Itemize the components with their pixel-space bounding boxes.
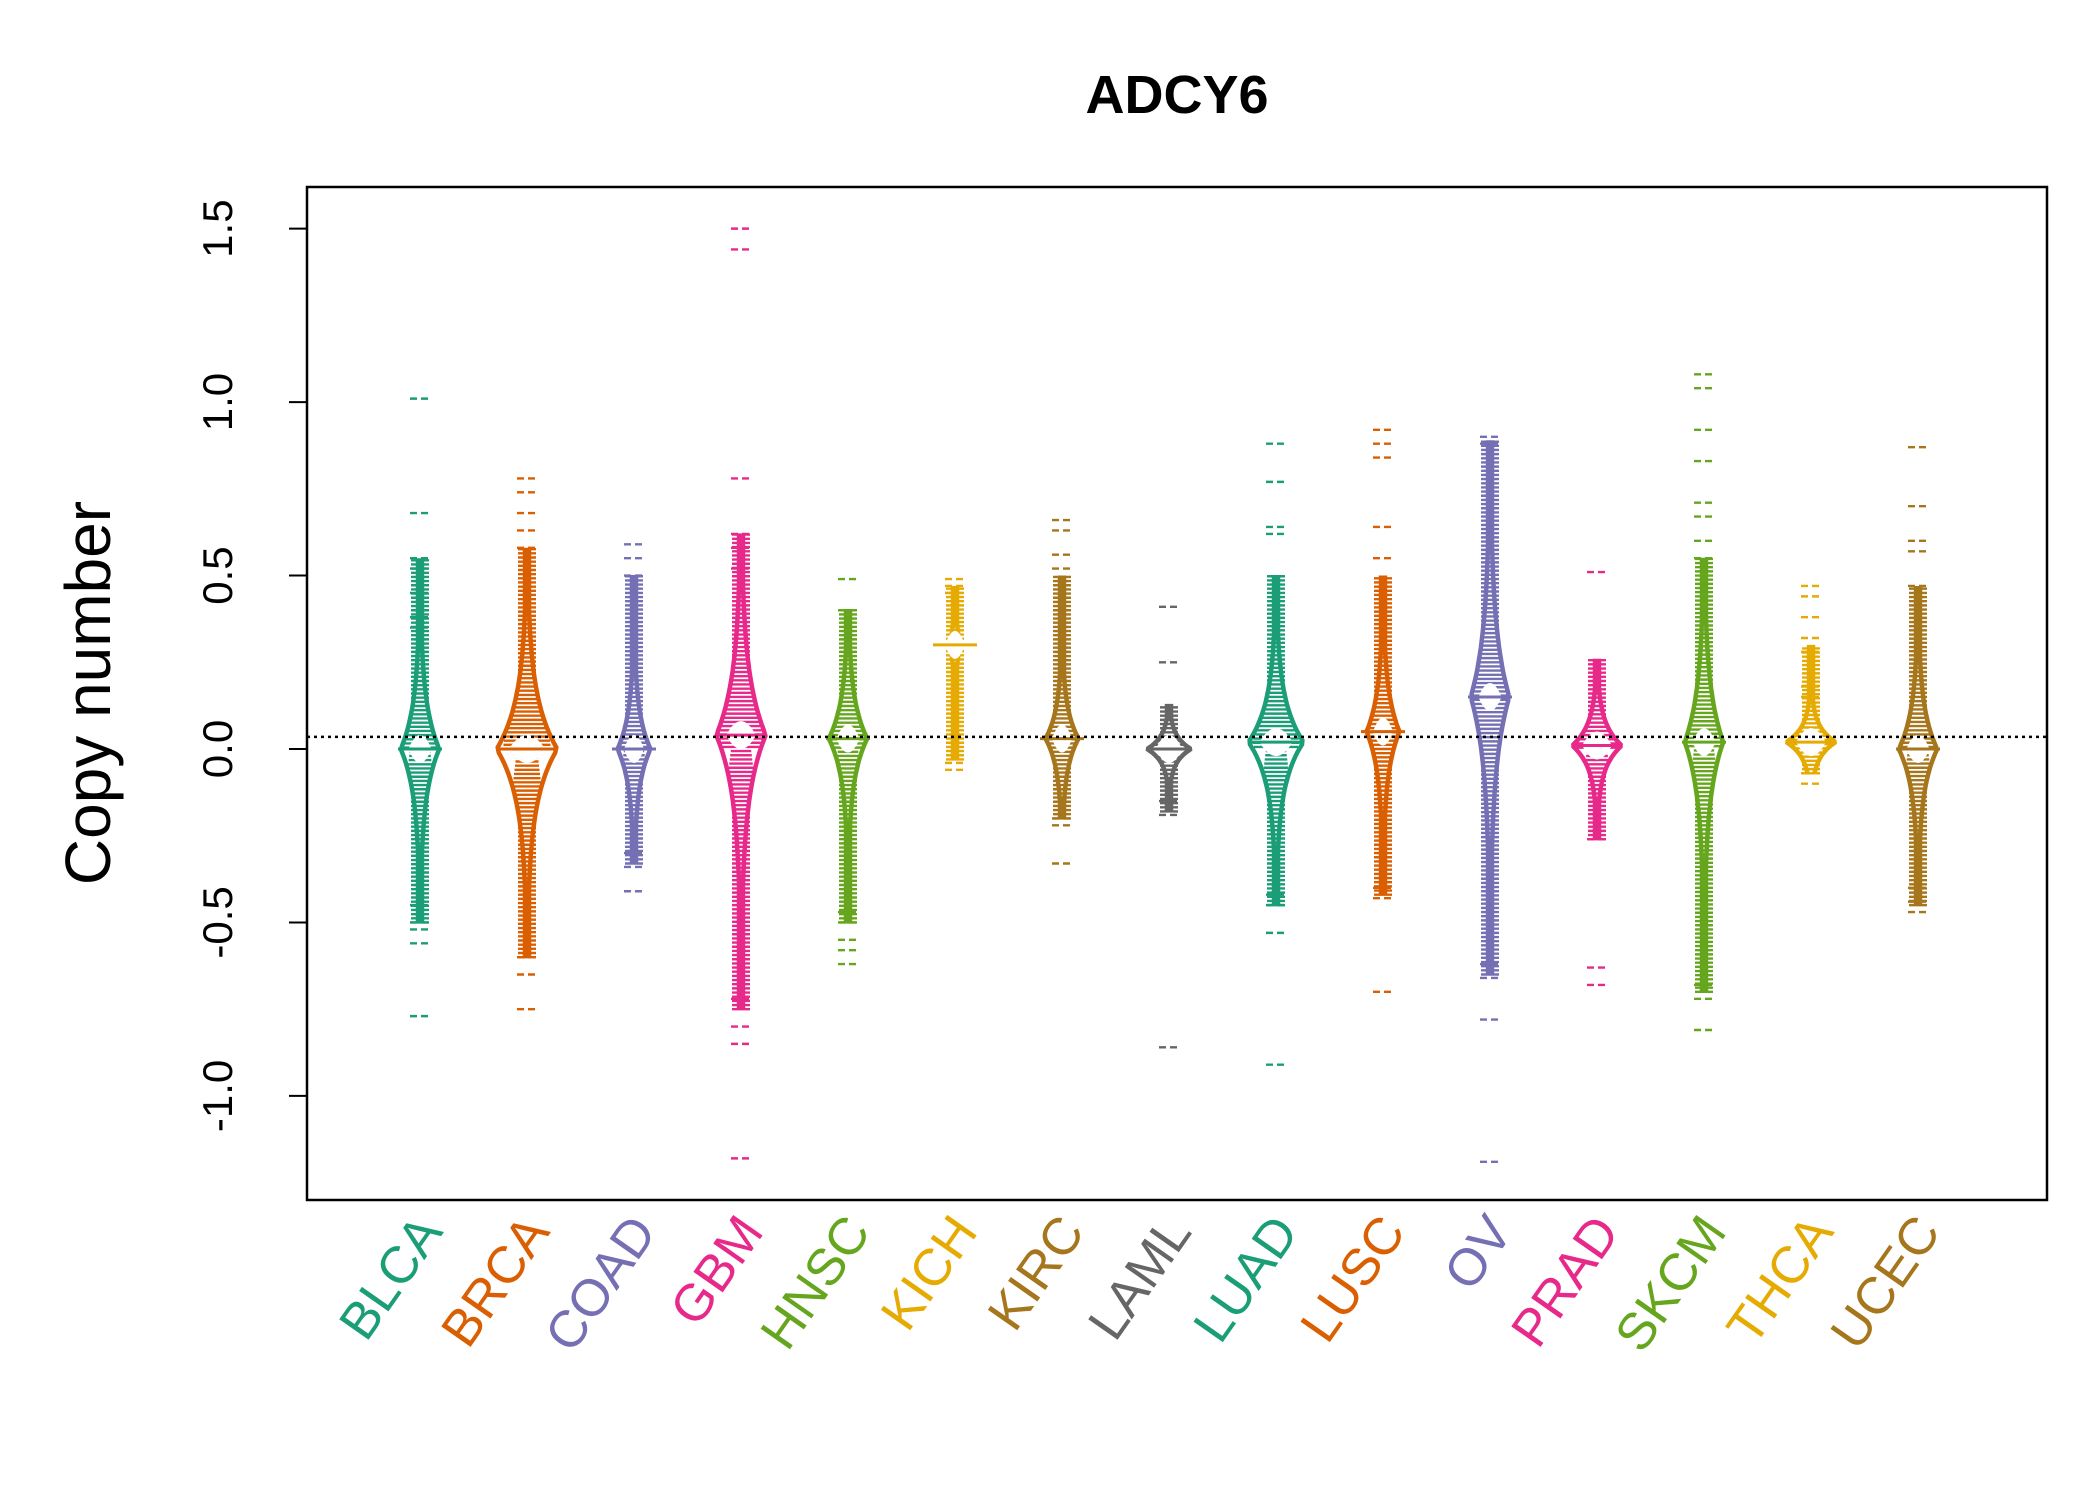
category-label-laml: LAML xyxy=(1077,1206,1202,1351)
category-label-ucec: UCEC xyxy=(1820,1206,1952,1360)
bean-outline-right xyxy=(1168,703,1193,812)
bean-outline-left xyxy=(714,533,742,1010)
category-label-kirc: KIRC xyxy=(977,1206,1096,1341)
bean-prad xyxy=(1571,570,1623,987)
bean-outline-left xyxy=(1469,440,1491,975)
bean-outline-left xyxy=(1364,575,1384,895)
bean-skcm xyxy=(1682,373,1726,1032)
y-tick-label: 1.5 xyxy=(194,199,241,257)
y-tick-label: -0.5 xyxy=(194,886,241,958)
bean-outline-right xyxy=(1917,586,1940,906)
category-label-ov: OV xyxy=(1433,1205,1524,1300)
bean-outline-left xyxy=(826,610,849,923)
bean-outline-left xyxy=(1571,658,1598,840)
category-label-luad: LUAD xyxy=(1183,1206,1310,1353)
category-label-lusc: LUSC xyxy=(1290,1206,1417,1353)
bean-brca xyxy=(495,477,559,1011)
bean-outline-right xyxy=(740,533,768,1010)
bean-kich xyxy=(933,577,977,772)
bean-outline-left xyxy=(398,558,421,923)
bean-luad xyxy=(1247,442,1305,1066)
bean-outline-left xyxy=(1682,558,1705,992)
bean-outline-left xyxy=(1896,586,1919,906)
bean-outline-left xyxy=(1247,575,1277,906)
bean-outline-left xyxy=(1043,575,1063,819)
bean-outline-right xyxy=(954,586,963,760)
bean-outline-left xyxy=(1145,703,1170,812)
y-tick-label: -1.0 xyxy=(194,1060,241,1132)
bean-outline-right xyxy=(633,575,653,864)
bean-outline-right xyxy=(1275,575,1305,906)
bean-lusc xyxy=(1361,428,1405,994)
bean-gbm xyxy=(714,227,768,1160)
bean-outline-left xyxy=(495,547,528,958)
y-tick-label: 0.0 xyxy=(194,720,241,778)
bean-outline-right xyxy=(1810,644,1837,774)
bean-coad xyxy=(612,543,656,893)
bean-thca xyxy=(1785,584,1837,785)
bean-laml xyxy=(1145,605,1193,1049)
bean-kirc xyxy=(1040,518,1084,865)
bean-outline-left xyxy=(1785,644,1812,774)
y-axis-label: Copy number xyxy=(52,501,124,885)
category-label-kich: KICH xyxy=(870,1206,989,1341)
bean-outline-right xyxy=(1489,440,1511,975)
bean-outline-right xyxy=(847,610,870,923)
category-label-hnsc: HNSC xyxy=(750,1206,882,1360)
bean-outline-right xyxy=(419,558,442,923)
bean-outline-left xyxy=(947,586,956,760)
chart-title: ADCY6 xyxy=(1085,65,1268,125)
category-label-thca: THCA xyxy=(1716,1205,1845,1354)
bean-ov xyxy=(1468,435,1512,1164)
bean-hnsc xyxy=(826,577,870,966)
category-label-skcm: SKCM xyxy=(1604,1206,1738,1362)
y-tick-label: 0.5 xyxy=(194,546,241,604)
bean-ucec xyxy=(1896,445,1940,914)
y-axis: -1.0 -0.5 0.0 0.5 1.0 1.5 xyxy=(194,199,308,1132)
bean-outline-right xyxy=(1703,558,1726,992)
bean-outline-right xyxy=(526,547,559,958)
bean-outline-right xyxy=(1382,575,1402,895)
bean-outline-right xyxy=(1061,575,1081,819)
bean-outline-right xyxy=(1596,658,1623,840)
plot-layer xyxy=(307,227,2047,1164)
category-label-coad: COAD xyxy=(534,1206,668,1362)
bean-blca xyxy=(398,397,442,1018)
y-tick-label: 1.0 xyxy=(194,373,241,431)
bean-outline-left xyxy=(615,575,635,864)
